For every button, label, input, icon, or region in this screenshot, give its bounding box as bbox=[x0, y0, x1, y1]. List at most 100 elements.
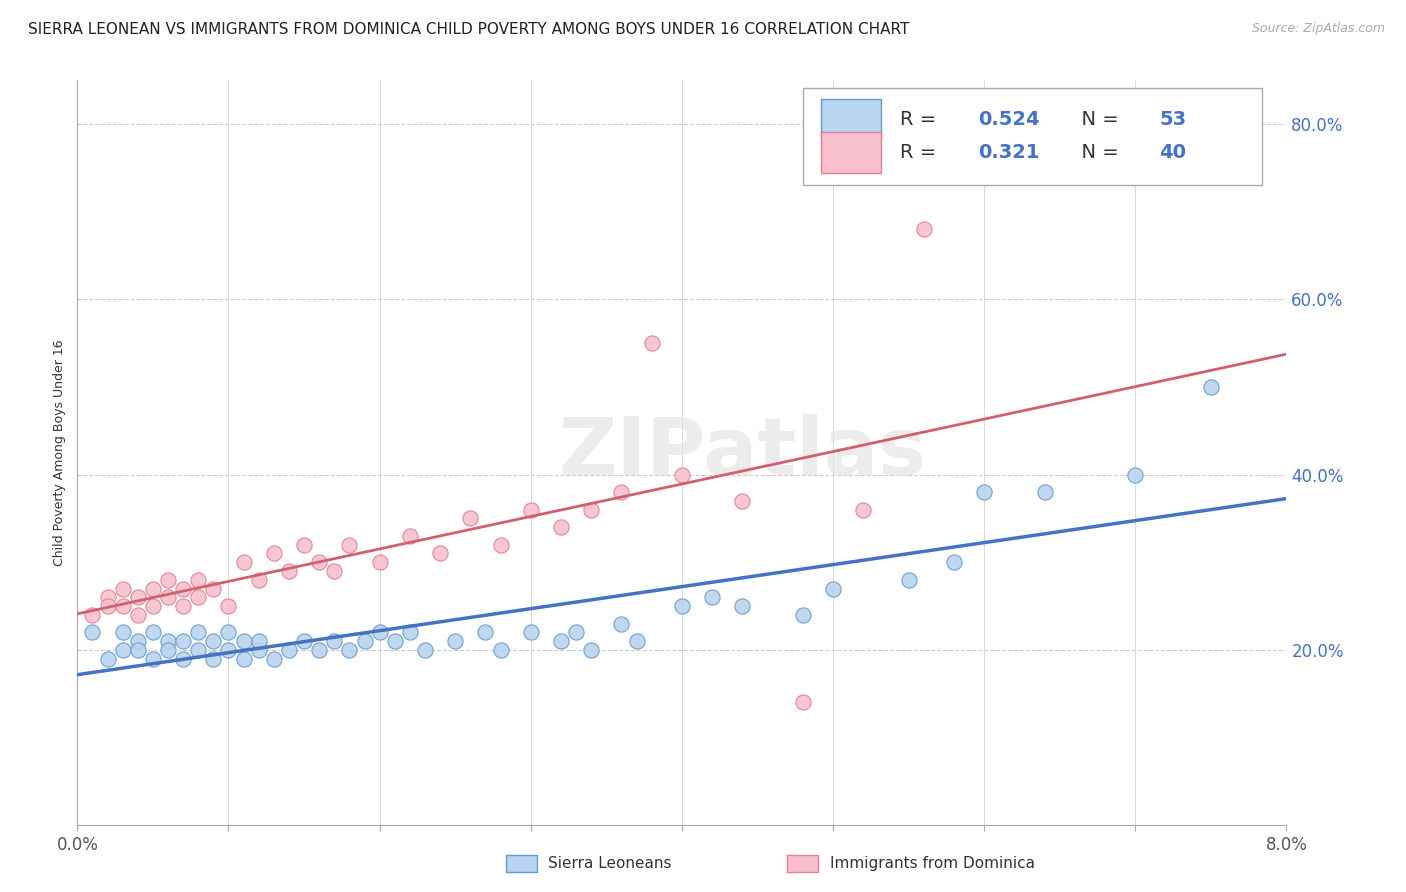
Text: R =: R = bbox=[900, 110, 942, 128]
Point bbox=[852, 502, 875, 516]
Point bbox=[263, 546, 285, 560]
Point bbox=[458, 511, 481, 525]
Point bbox=[127, 643, 149, 657]
Point bbox=[626, 634, 648, 648]
Point bbox=[263, 651, 285, 665]
Point bbox=[943, 555, 966, 569]
Point bbox=[702, 591, 724, 605]
Bar bbox=[821, 99, 882, 140]
Point bbox=[278, 564, 301, 578]
Point bbox=[247, 643, 270, 657]
Point bbox=[565, 625, 588, 640]
Point bbox=[202, 634, 225, 648]
Text: Immigrants from Dominica: Immigrants from Dominica bbox=[830, 856, 1035, 871]
Point bbox=[339, 538, 360, 552]
Point bbox=[399, 625, 422, 640]
Point bbox=[127, 591, 149, 605]
Point bbox=[96, 651, 118, 665]
Point bbox=[142, 651, 165, 665]
Text: 40: 40 bbox=[1160, 144, 1187, 162]
Point bbox=[142, 625, 165, 640]
Point bbox=[96, 599, 118, 613]
Point bbox=[308, 643, 330, 657]
Point bbox=[731, 599, 754, 613]
Point bbox=[172, 599, 194, 613]
Point bbox=[202, 651, 225, 665]
Point bbox=[897, 573, 920, 587]
Point bbox=[82, 625, 104, 640]
Point bbox=[187, 643, 209, 657]
Point bbox=[610, 616, 633, 631]
Point bbox=[368, 555, 391, 569]
Point bbox=[187, 573, 209, 587]
Point bbox=[429, 546, 451, 560]
Point bbox=[520, 625, 543, 640]
Point bbox=[368, 625, 391, 640]
Point bbox=[232, 651, 254, 665]
Point bbox=[912, 222, 935, 236]
Point bbox=[157, 573, 180, 587]
Point bbox=[823, 582, 845, 596]
Point bbox=[187, 625, 209, 640]
Point bbox=[111, 625, 134, 640]
Point bbox=[292, 538, 315, 552]
Point bbox=[157, 634, 180, 648]
Point bbox=[111, 582, 134, 596]
Text: R =: R = bbox=[900, 144, 942, 162]
Point bbox=[474, 625, 496, 640]
Y-axis label: Child Poverty Among Boys Under 16: Child Poverty Among Boys Under 16 bbox=[53, 339, 66, 566]
Point bbox=[142, 599, 165, 613]
Bar bbox=[821, 132, 882, 173]
Text: 0.524: 0.524 bbox=[979, 110, 1040, 128]
Point bbox=[489, 538, 512, 552]
Point bbox=[127, 607, 149, 622]
Point bbox=[489, 643, 512, 657]
Point bbox=[111, 599, 134, 613]
Text: Source: ZipAtlas.com: Source: ZipAtlas.com bbox=[1251, 22, 1385, 36]
Point bbox=[353, 634, 375, 648]
Point bbox=[323, 564, 346, 578]
Point bbox=[157, 643, 180, 657]
Point bbox=[218, 599, 240, 613]
Text: Sierra Leoneans: Sierra Leoneans bbox=[548, 856, 672, 871]
Text: N =: N = bbox=[1069, 110, 1125, 128]
Point bbox=[973, 485, 995, 500]
Point bbox=[1125, 467, 1147, 482]
Point bbox=[157, 591, 180, 605]
Point bbox=[111, 643, 134, 657]
Point bbox=[1199, 380, 1222, 394]
Point bbox=[610, 485, 633, 500]
Point bbox=[339, 643, 360, 657]
Point bbox=[232, 555, 254, 569]
Point bbox=[671, 467, 693, 482]
Text: SIERRA LEONEAN VS IMMIGRANTS FROM DOMINICA CHILD POVERTY AMONG BOYS UNDER 16 COR: SIERRA LEONEAN VS IMMIGRANTS FROM DOMINI… bbox=[28, 22, 910, 37]
Point bbox=[384, 634, 406, 648]
Point bbox=[581, 502, 603, 516]
Point bbox=[413, 643, 436, 657]
Point bbox=[127, 634, 149, 648]
Point bbox=[218, 643, 240, 657]
Point bbox=[82, 607, 104, 622]
Point bbox=[550, 520, 572, 534]
Text: N =: N = bbox=[1069, 144, 1125, 162]
Point bbox=[641, 336, 664, 351]
Point bbox=[520, 502, 543, 516]
Point bbox=[218, 625, 240, 640]
Point bbox=[1033, 485, 1056, 500]
Point bbox=[292, 634, 315, 648]
Point bbox=[792, 695, 814, 709]
Point bbox=[550, 634, 572, 648]
Point bbox=[731, 494, 754, 508]
FancyBboxPatch shape bbox=[803, 87, 1263, 185]
Point bbox=[247, 573, 270, 587]
Point bbox=[247, 634, 270, 648]
Point bbox=[232, 634, 254, 648]
Point bbox=[671, 599, 693, 613]
Point bbox=[172, 634, 194, 648]
Point bbox=[96, 591, 118, 605]
Point bbox=[581, 643, 603, 657]
Point bbox=[278, 643, 301, 657]
Text: ZIPatlas: ZIPatlas bbox=[558, 414, 927, 491]
Text: 53: 53 bbox=[1160, 110, 1187, 128]
Point bbox=[792, 607, 814, 622]
